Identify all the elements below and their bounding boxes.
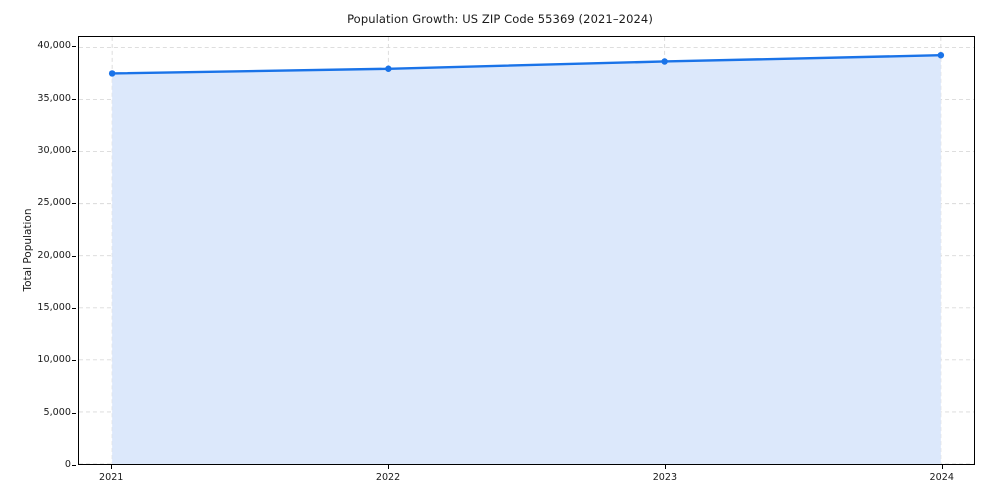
y-tick-mark [71,412,76,414]
y-tick-mark [71,255,76,257]
y-tick-mark [71,308,76,310]
x-tick-mark [664,465,666,469]
data-point-marker [661,58,668,65]
data-markers [108,51,945,77]
x-tick-label: 2024 [929,472,954,483]
plot-area [78,36,975,465]
x-tick-mark [941,465,943,469]
y-tick-mark [71,46,76,48]
x-tick-label: 2023 [652,472,678,483]
y-tick-mark [71,203,76,205]
data-point-marker [385,65,392,72]
y-tick-label: 25,000 [37,197,71,209]
plot-svg [79,37,974,464]
x-tick-label: 2022 [375,472,401,483]
y-tick-label: 40,000 [37,40,71,52]
x-tick-label: 2021 [99,472,124,483]
x-tick-mark [111,465,113,469]
x-tick-mark [388,465,390,469]
data-point-marker [108,70,116,77]
y-tick-label: 0 [64,459,71,470]
y-tick-label: 10,000 [37,354,71,366]
chart-title: Population Growth: US ZIP Code 55369 (20… [347,12,653,26]
y-tick-mark [71,151,76,153]
data-point-marker [937,51,945,59]
y-tick-label: 5,000 [43,406,71,418]
y-tick-mark [71,360,76,362]
y-tick-label: 30,000 [37,145,71,157]
y-tick-label: 35,000 [37,92,71,104]
y-tick-mark [71,98,76,100]
y-axis-tick-labels: 0 5,000 10,000 15,000 20,000 25,000 30,000 35,0… [8,0,71,500]
y-tick-label: 20,000 [37,249,71,261]
area-fill [112,55,941,464]
data-line [110,54,943,75]
y-tick-mark [71,465,76,466]
y-tick-label: 15,000 [37,302,71,314]
